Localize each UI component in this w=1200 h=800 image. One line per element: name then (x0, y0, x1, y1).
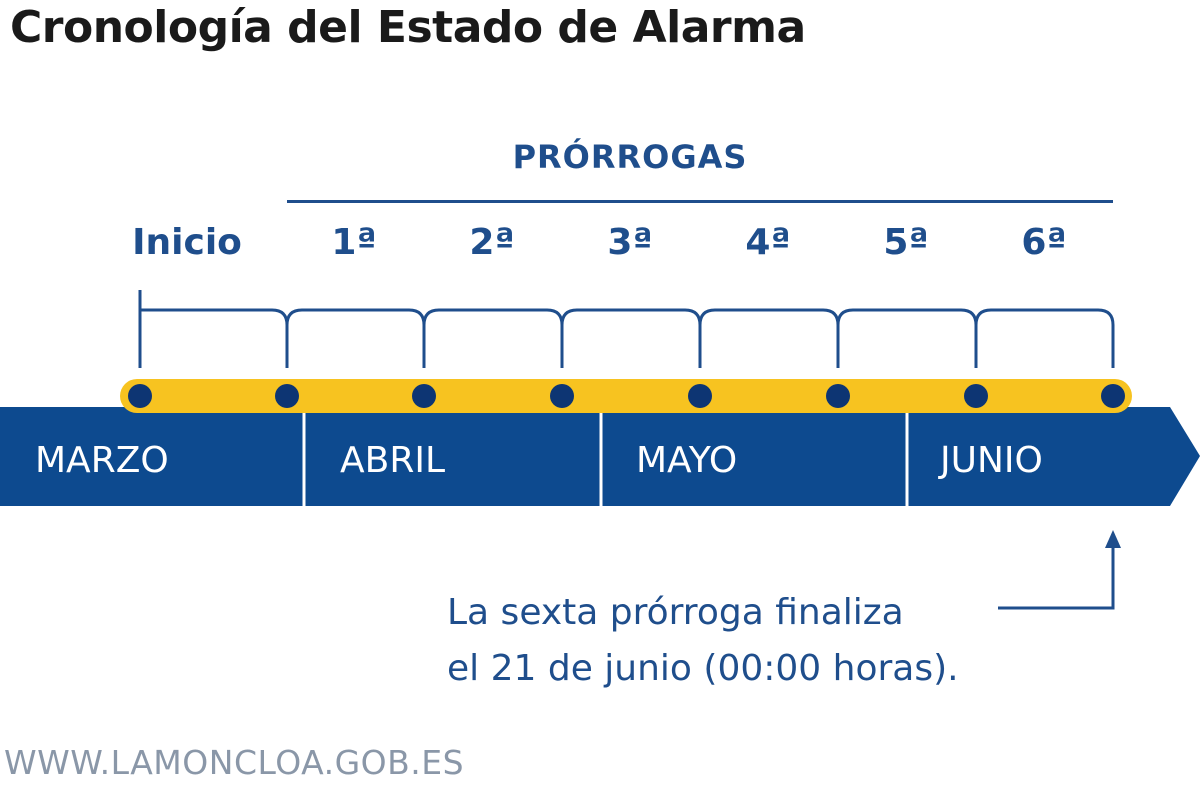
period-label-inicio: Inicio (132, 222, 242, 263)
month-label-junio: JUNIO (940, 440, 1043, 481)
timeline-dot-6 (964, 384, 988, 408)
timeline-dot-1 (275, 384, 299, 408)
timeline-dot-end (1101, 384, 1125, 408)
period-label-3: 3ª (607, 222, 653, 263)
period-label-5: 5ª (883, 222, 929, 263)
end-note-line-1: La sexta prórroga finaliza (447, 592, 904, 633)
timeline-dot-2 (412, 384, 436, 408)
page-title: Cronología del Estado de Alarma (10, 2, 806, 53)
annotation-arrow (998, 545, 1115, 610)
inicio-bracket (138, 290, 289, 368)
prorroga-bracket-5 (836, 308, 978, 368)
end-note: La sexta prórroga finaliza el 21 de juni… (447, 585, 959, 697)
month-label-marzo: MARZO (35, 440, 169, 481)
prorroga-bracket-3 (560, 308, 702, 368)
month-label-abril: ABRIL (340, 440, 446, 481)
timeline-dot-inicio (128, 384, 152, 408)
period-label-2: 2ª (469, 222, 515, 263)
prorroga-bracket-6 (974, 308, 1115, 368)
period-label-6: 6ª (1021, 222, 1067, 263)
period-label-1: 1ª (331, 222, 377, 263)
prorrogas-underline (287, 200, 1113, 203)
timeline-dot-4 (688, 384, 712, 408)
annotation-arrow-head (1105, 530, 1121, 548)
prorroga-bracket-1 (285, 308, 426, 368)
timeline-bar (120, 379, 1132, 413)
prorroga-bracket-4 (698, 308, 840, 368)
prorroga-bracket-2 (422, 308, 564, 368)
source-url: WWW.LAMONCLOA.GOB.ES (4, 743, 465, 782)
month-label-mayo: MAYO (636, 440, 738, 481)
period-label-4: 4ª (745, 222, 791, 263)
timeline-dot-3 (550, 384, 574, 408)
timeline-dot-5 (826, 384, 850, 408)
end-note-line-2: el 21 de junio (00:00 horas). (447, 648, 959, 689)
prorrogas-label: PRÓRROGAS (512, 138, 748, 176)
